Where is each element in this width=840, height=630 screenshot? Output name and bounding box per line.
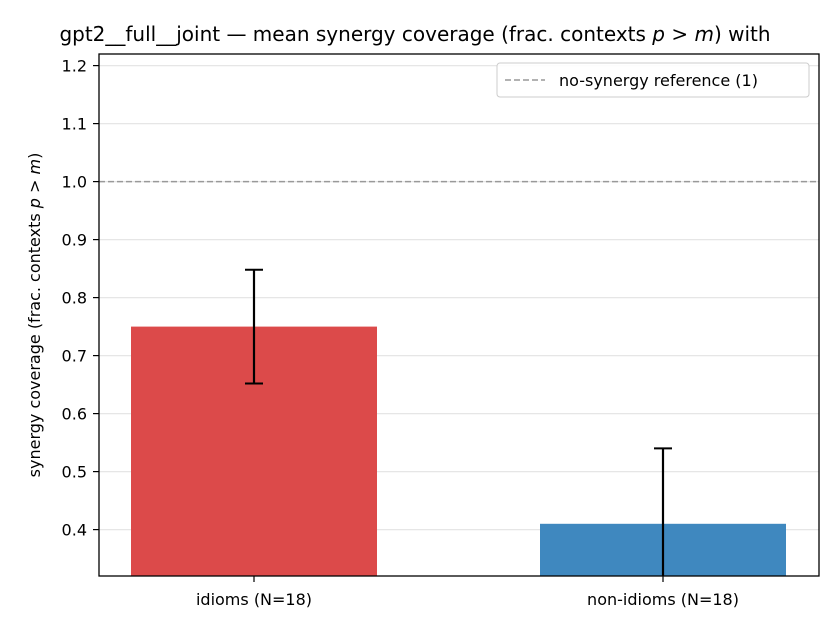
y-tick-label: 1.2 [62, 57, 87, 76]
plot-frame [98, 53, 820, 577]
x-tick-label: non-idioms (N=18) [587, 590, 739, 609]
y-tick-label: 0.6 [62, 405, 87, 424]
y-axis-label: synergy coverage (frac. contexts p > m) [25, 153, 44, 478]
y-tick-label: 0.4 [62, 521, 87, 540]
y-tick-label: 0.9 [62, 231, 87, 250]
legend: no-synergy reference (1) [496, 62, 810, 98]
chart-title: gpt2__full__joint — mean synergy coverag… [59, 22, 770, 46]
y-tick-label: 1.0 [62, 173, 87, 192]
error-bars [245, 268, 672, 576]
legend-label: no-synergy reference (1) [559, 71, 758, 90]
y-tick-label: 0.7 [62, 347, 87, 366]
y-tick-label: 1.1 [62, 115, 87, 134]
x-tick-label: idioms (N=18) [196, 590, 312, 609]
y-axis-ticks: 0.4 0.5 0.6 0.7 0.8 0.9 1.0 1.1 1.2 [62, 57, 99, 540]
y-tick-label: 0.5 [62, 463, 87, 482]
y-tick-label: 0.8 [62, 289, 87, 308]
legend-box [496, 62, 810, 98]
bars [131, 326, 786, 576]
x-axis-ticks: idioms (N=18) non-idioms (N=18) [196, 576, 739, 609]
